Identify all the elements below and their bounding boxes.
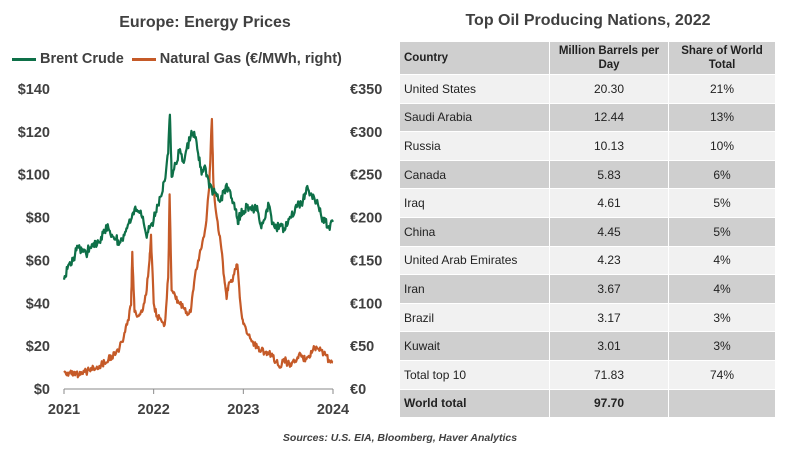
table-title: Top Oil Producing Nations, 2022 [465, 12, 711, 29]
table-row: Iraq 4.61 5% [399, 188, 776, 218]
table-body: United States 20.30 21% Saudi Arabia 12.44 13… [399, 74, 776, 419]
y-left-tick-label: $20 [26, 339, 50, 355]
x-tick-label: 2024 [317, 402, 349, 418]
table-cell-country: Brazil [399, 302, 550, 333]
table-cell-share: 3% [668, 302, 776, 333]
table-cell-share: 5% [668, 216, 776, 247]
x-tick-label: 2023 [227, 402, 259, 418]
table-cell-barrels: 4.45 [549, 216, 669, 247]
table-cell-share [668, 388, 776, 419]
y-left-tick-label: $0 [34, 382, 50, 398]
table-cell-share: 10% [668, 131, 776, 161]
table-row: China 4.45 5% [399, 216, 776, 247]
brent-crude-line [62, 113, 334, 280]
y-left-tick-label: $40 [26, 296, 50, 312]
table-row: Canada 5.83 6% [399, 159, 776, 190]
y-right-tick-label: €100 [350, 296, 382, 312]
table-cell-barrels: 71.83 [549, 359, 669, 390]
table-row: United States 20.30 21% [399, 74, 776, 104]
table-cell-barrels: 5.83 [549, 159, 669, 190]
table-cell-share: 6% [668, 159, 776, 190]
table-cell-country: Total top 10 [399, 359, 550, 390]
table-cell-country: Russia [399, 131, 550, 161]
legend-label-brent: Brent Crude [40, 51, 124, 67]
table-cell-barrels: 10.13 [549, 131, 669, 161]
y-left-tick-label: $140 [18, 82, 50, 98]
table-cell-share: 4% [668, 274, 776, 304]
table-cell-share: 74% [668, 359, 776, 390]
column-header-share: Share of World Total [668, 41, 776, 75]
x-tick-label: 2021 [48, 402, 80, 418]
y-left-tick-label: $80 [26, 211, 50, 227]
legend-swatch-brent [12, 57, 36, 61]
table-cell-barrels: 4.23 [549, 245, 669, 276]
y-right-tick-label: €200 [350, 211, 382, 227]
y-left-tick-label: $100 [18, 168, 50, 184]
table-cell-country: China [399, 216, 550, 247]
table-cell-barrels: 12.44 [549, 102, 669, 133]
y-left-tick-label: $60 [26, 253, 50, 269]
table-cell-country: Kuwait [399, 331, 550, 361]
legend-item-gas: Natural Gas (€/MWh, right) [131, 51, 342, 67]
table-cell-share: 13% [668, 102, 776, 133]
legend-swatch-gas [131, 57, 156, 61]
oil-producers-table: Country Million Barrels per Day Share of… [399, 41, 776, 419]
table-row: Russia 10.13 10% [399, 131, 776, 161]
column-header-country: Country [399, 41, 550, 75]
table-cell-country: Saudi Arabia [399, 102, 550, 133]
table-cell-barrels: 3.17 [549, 302, 669, 333]
table-cell-country: United Arab Emirates [399, 245, 550, 276]
column-header-barrels: Million Barrels per Day [549, 41, 669, 75]
table-header-row: Country Million Barrels per Day Share of… [399, 41, 776, 75]
table-cell-barrels: 20.30 [549, 74, 669, 104]
table-row: United Arab Emirates 4.23 4% [399, 245, 776, 276]
y-right-tick-label: €0 [350, 382, 366, 398]
table-row: World total 97.70 [399, 388, 776, 419]
table-cell-barrels: 4.61 [549, 188, 669, 218]
legend-item-brent: Brent Crude [12, 51, 124, 67]
chart-title: Europe: Energy Prices [119, 14, 291, 31]
table-row: Iran 3.67 4% [399, 274, 776, 304]
table-cell-share: 5% [668, 188, 776, 218]
y-right-tick-label: €50 [350, 339, 374, 355]
y-left-tick-label: $120 [18, 125, 50, 141]
y-right-tick-label: €250 [350, 168, 382, 184]
energy-price-chart: $0 $20 $40 $60 $80 $100 $120 $140 €0 €50 €100 €150 €… [18, 82, 383, 418]
table-cell-share: 4% [668, 245, 776, 276]
y-right-tick-label: €150 [350, 253, 382, 269]
table-cell-country: Iraq [399, 188, 550, 218]
y-right-tick-label: €350 [350, 82, 382, 98]
table-cell-country: Canada [399, 159, 550, 190]
source-note: Sources: U.S. EIA, Bloomberg, Haver Anal… [282, 432, 518, 444]
table-cell-share: 21% [668, 74, 776, 104]
chart-legend: Brent Crude Natural Gas (€/MWh, right) [12, 49, 350, 69]
table-row: Kuwait 3.01 3% [399, 331, 776, 361]
table-row: Brazil 3.17 3% [399, 302, 776, 333]
table-cell-country: United States [399, 74, 550, 104]
table-cell-barrels: 97.70 [549, 388, 669, 419]
natural-gas-line [63, 117, 334, 379]
table-cell-country: World total [399, 388, 550, 419]
legend-label-gas: Natural Gas (€/MWh, right) [159, 51, 342, 67]
table-cell-barrels: 3.67 [549, 274, 669, 304]
table-row: Saudi Arabia 12.44 13% [399, 102, 776, 133]
table-cell-barrels: 3.01 [549, 331, 669, 361]
table-cell-share: 3% [668, 331, 776, 361]
table-cell-country: Iran [399, 274, 550, 304]
x-tick-label: 2022 [138, 402, 170, 418]
table-row: Total top 10 71.83 74% [399, 359, 776, 390]
y-right-tick-label: €300 [350, 125, 382, 141]
